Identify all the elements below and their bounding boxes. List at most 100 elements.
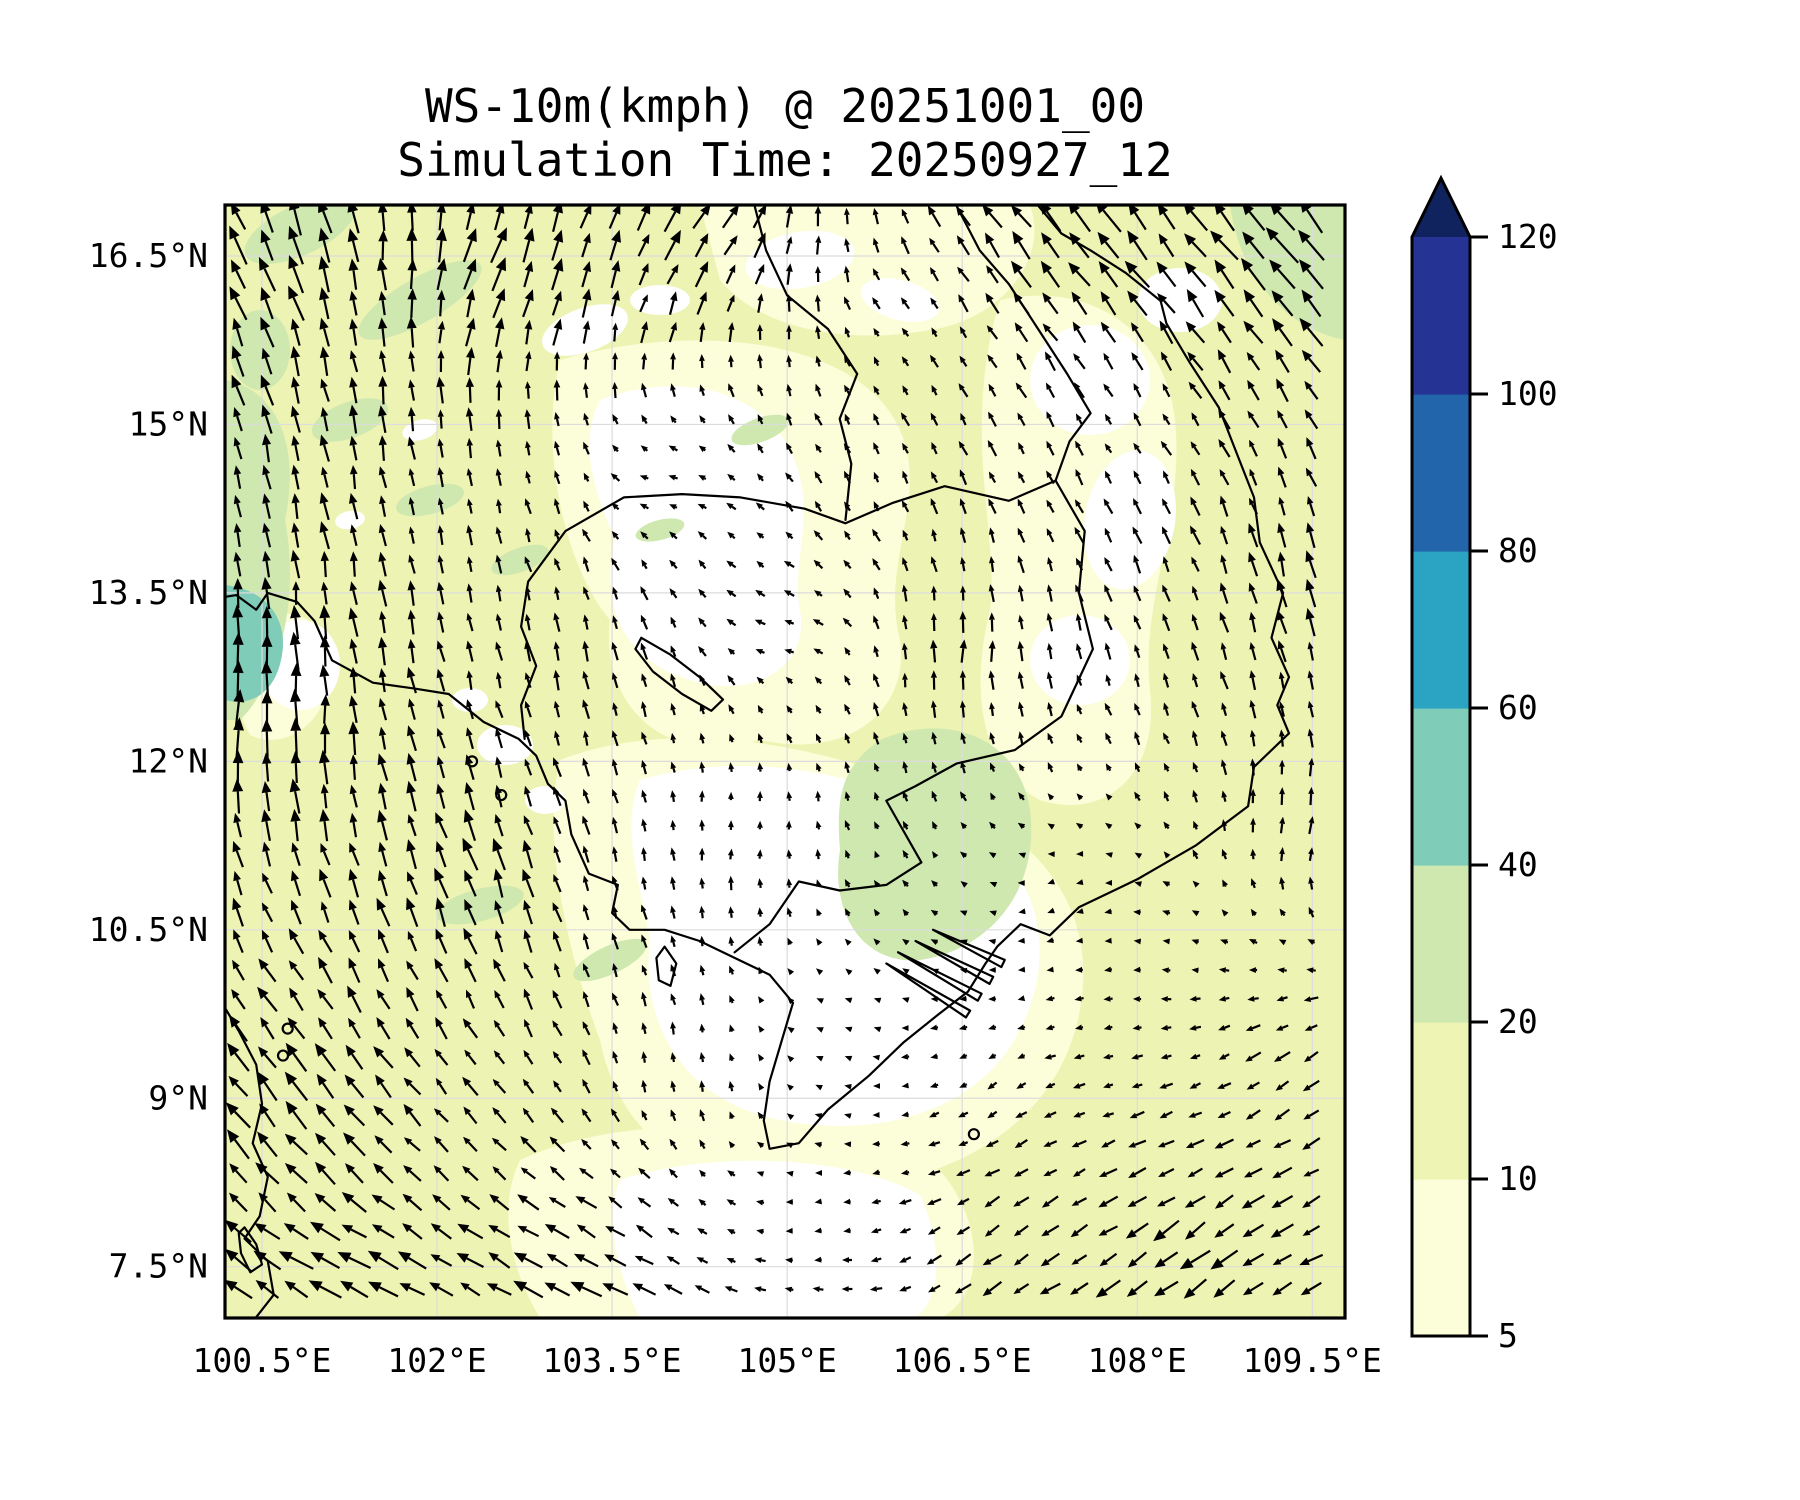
wind-arrow (1075, 413, 1084, 426)
wind-arrow (959, 700, 966, 718)
wind-arrow (1248, 939, 1258, 945)
wind-arrow (1128, 205, 1147, 231)
wind-arrow (611, 502, 620, 511)
wind-arrow (1272, 318, 1293, 347)
wind-arrow (641, 818, 647, 832)
wind-arrow (1154, 1251, 1179, 1268)
wind-arrow (611, 1139, 620, 1150)
wind-arrow (349, 784, 358, 808)
wind-arrow (433, 1165, 450, 1182)
wind-arrow (728, 322, 735, 343)
x-tick-label: 102°E (387, 1341, 486, 1380)
wind-arrow (930, 267, 939, 282)
wind-arrow (1190, 525, 1201, 546)
wind-arrow (525, 527, 531, 543)
wind-arrow (874, 762, 880, 772)
wind-arrow (495, 409, 503, 430)
wind-arrow (582, 875, 590, 892)
wind-arrow (495, 349, 503, 373)
wind-arrow (815, 1056, 824, 1062)
wind-arrow (1187, 1167, 1203, 1178)
wind-arrow (812, 1286, 824, 1293)
wind-arrow (956, 1169, 971, 1176)
wind-arrow (815, 848, 822, 860)
wind-arrow (1095, 1279, 1121, 1298)
wind-arrow (611, 641, 619, 661)
wind-arrow (494, 813, 504, 837)
wind-arrow (959, 527, 967, 543)
wind-arrow (670, 993, 677, 1006)
wind-arrow (320, 901, 330, 923)
wind-arrow (1192, 585, 1199, 601)
y-tick-label: 10.5°N (89, 910, 208, 949)
wind-arrow (1247, 410, 1260, 429)
wind-arrow (930, 471, 939, 484)
wind-arrow (495, 379, 503, 401)
wind-arrow (524, 498, 532, 515)
wind-arrow (1018, 763, 1025, 772)
wind-arrow (726, 1258, 736, 1264)
wind-arrow (902, 529, 909, 541)
wind-arrow (321, 581, 329, 605)
wind-arrow (233, 551, 242, 577)
wind-arrow (612, 905, 618, 919)
wind-arrow (727, 648, 736, 655)
wind-arrow (1105, 852, 1113, 858)
wind-arrow (1159, 1110, 1173, 1119)
wind-arrow (513, 1280, 544, 1299)
wind-arrow (1163, 470, 1170, 485)
wind-arrow (757, 353, 763, 369)
wind-arrow (437, 611, 445, 633)
wind-arrow (1103, 995, 1113, 1002)
wind-arrow (1131, 352, 1144, 371)
wind-arrow (699, 732, 706, 744)
wind-arrow (1046, 470, 1055, 485)
wind-arrow (901, 236, 910, 255)
wind-arrow (583, 382, 589, 398)
wind-arrow (1210, 230, 1239, 261)
wind-arrow (522, 868, 535, 898)
wind-arrow (1076, 879, 1084, 885)
wind-arrow (582, 556, 590, 572)
wind-arrow (1129, 1110, 1145, 1119)
wind-arrow (1133, 412, 1142, 427)
wind-arrow (723, 235, 738, 256)
wind-arrow (1307, 641, 1314, 661)
wind-arrow (1013, 1224, 1029, 1237)
wind-arrow (319, 749, 330, 785)
wind-arrow (583, 472, 590, 482)
wind-arrow (435, 841, 447, 868)
wind-arrow (1046, 966, 1054, 973)
wind-arrow (406, 960, 419, 981)
wind-arrow (434, 867, 449, 899)
wind-arrow (1242, 1252, 1265, 1267)
wind-arrow (873, 501, 880, 512)
wind-arrow (1014, 1138, 1028, 1149)
wind-arrow (377, 870, 388, 897)
wind-arrow (437, 409, 444, 429)
wind-arrow (1219, 469, 1230, 486)
wind-arrow (786, 849, 793, 859)
wind-arrow (873, 645, 880, 658)
wind-arrow (1250, 758, 1256, 776)
wind-arrow (262, 841, 272, 867)
wind-arrow (872, 1140, 881, 1147)
wind-arrow (844, 207, 850, 225)
coastline-mainland (225, 205, 1291, 1150)
wind-arrow (1248, 967, 1258, 973)
wind-arrow (463, 1136, 478, 1153)
wind-arrow (407, 258, 418, 290)
wind-arrow (349, 812, 358, 838)
wind-arrow (757, 733, 764, 744)
wind-arrow (379, 350, 387, 373)
wind-arrow (378, 524, 387, 547)
wind-arrow (959, 670, 966, 690)
wind-arrow (1187, 351, 1204, 372)
wind-arrow (844, 296, 852, 311)
wind-arrow (378, 405, 387, 433)
wind-arrow (1247, 379, 1260, 401)
wind-arrow (930, 1024, 939, 1031)
wind-arrow (397, 1251, 427, 1270)
wind-arrow (986, 325, 999, 340)
wind-arrow (1074, 499, 1085, 514)
